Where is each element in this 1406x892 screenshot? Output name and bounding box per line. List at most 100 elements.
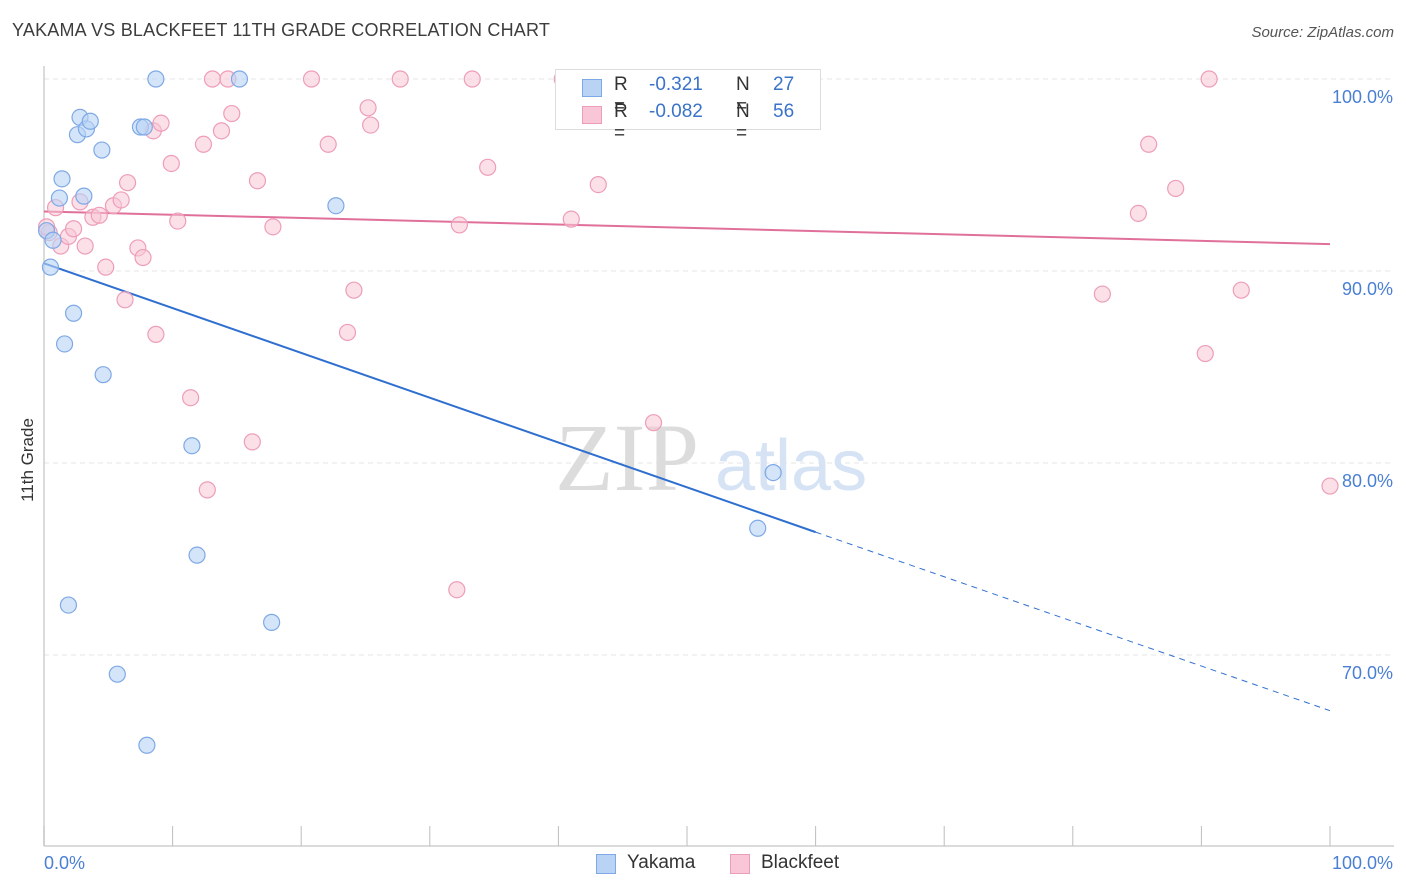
yakama-point	[50, 189, 69, 207]
yakama-point	[81, 112, 99, 130]
blackfeet-point	[134, 248, 152, 267]
n-value: 27	[773, 74, 795, 95]
blackfeet-point	[1196, 344, 1214, 363]
stats-box: R = -0.321 N = 27 R = -0.082 N = 56	[555, 69, 821, 144]
blackfeet-point	[264, 218, 282, 236]
yakama-trend-extension	[815, 531, 1331, 712]
blackfeet-point	[391, 70, 409, 88]
legend-label: Yakama	[627, 852, 696, 873]
yakama-legend-swatch	[596, 854, 616, 874]
blackfeet-point	[152, 114, 170, 132]
blackfeet-point	[182, 389, 200, 407]
yakama-point	[183, 437, 201, 455]
n-label: N =	[736, 101, 750, 144]
blackfeet-point	[1200, 70, 1218, 88]
blackfeet-point	[463, 70, 481, 88]
yakama-point	[764, 464, 782, 482]
yakama-point	[147, 70, 165, 88]
yakama-point	[53, 170, 71, 188]
blackfeet-point	[1232, 281, 1250, 299]
blackfeet-point	[479, 158, 497, 176]
blackfeet-point	[1167, 179, 1185, 198]
blackfeet-point	[97, 258, 115, 276]
blackfeet-point	[203, 70, 222, 88]
yakama-point	[94, 366, 112, 384]
blackfeet-point	[359, 99, 377, 117]
yakama-point	[749, 519, 767, 537]
blackfeet-point	[162, 154, 180, 173]
r-value: -0.082	[649, 101, 703, 122]
blackfeet-point	[194, 135, 213, 153]
blackfeet-point	[302, 70, 321, 88]
blackfeet-point	[169, 212, 187, 230]
yakama-point	[75, 187, 93, 205]
yakama-point	[44, 231, 62, 249]
blackfeet-point	[64, 220, 83, 238]
r-value: -0.321	[649, 74, 703, 95]
yakama-point	[263, 613, 281, 631]
blackfeet-point	[223, 104, 241, 123]
watermark-zip: ZIP	[555, 404, 699, 511]
y-axis-label: 11th Grade	[18, 418, 37, 502]
blackfeet-point	[212, 122, 231, 140]
blackfeet-point	[116, 291, 134, 309]
x-tick-label: 100.0%	[1332, 853, 1393, 873]
blackfeet-point	[319, 135, 337, 153]
n-value: 56	[773, 101, 795, 122]
watermark-atlas: atlas	[715, 426, 867, 506]
legend-label: Blackfeet	[761, 852, 840, 873]
blackfeet-legend-swatch	[730, 854, 750, 874]
blackfeet-point	[76, 237, 94, 255]
x-tick-label: 0.0%	[44, 853, 85, 873]
blackfeet-point	[1321, 477, 1339, 495]
yakama-point	[41, 258, 60, 276]
blackfeet-swatch	[582, 106, 602, 124]
source-label: Source: ZipAtlas.com	[1251, 24, 1394, 41]
grid-layer	[44, 78, 1394, 656]
blackfeet-point	[448, 581, 466, 599]
blackfeet-point	[562, 210, 580, 228]
y-tick-label: 90.0%	[1342, 279, 1393, 299]
yakama-point	[93, 141, 111, 159]
yakama-point	[230, 70, 249, 88]
yakama-point	[135, 118, 153, 136]
blackfeet-point	[450, 216, 468, 234]
yakama-point	[138, 736, 156, 754]
blackfeet-point	[1129, 204, 1147, 222]
blackfeet-point	[1140, 135, 1158, 153]
tick-label-layer: 70.0% 80.0% 90.0% 100.0% 0.0% 100.0%	[44, 87, 1393, 873]
points-layer	[37, 70, 1339, 754]
blackfeet-point	[362, 116, 380, 134]
watermark: ZIP atlas	[555, 404, 867, 511]
blackfeet-point	[90, 206, 108, 224]
blackfeet-point	[198, 481, 216, 499]
blackfeet-point	[118, 174, 137, 192]
yakama-swatch	[582, 79, 602, 97]
blackfeet-point	[112, 191, 130, 209]
blackfeet-point	[338, 323, 357, 342]
blackfeet-trend-line	[43, 210, 1331, 246]
y-tick-label: 100.0%	[1332, 87, 1393, 107]
yakama-point	[188, 546, 206, 564]
chart-title: YAKAMA VS BLACKFEET 11TH GRADE CORRELATI…	[12, 20, 551, 40]
yakama-point	[64, 304, 83, 322]
y-tick-label: 80.0%	[1342, 471, 1393, 491]
blackfeet-point	[589, 176, 607, 194]
axis-layer	[43, 66, 1394, 847]
yakama-point	[327, 197, 345, 215]
blackfeet-point	[248, 172, 267, 190]
blackfeet-point	[243, 433, 261, 451]
blackfeet-point	[345, 281, 363, 299]
trend-layer	[43, 210, 1331, 712]
n-label: N =	[736, 74, 750, 117]
y-tick-label: 70.0%	[1342, 663, 1393, 683]
r-label: R =	[614, 74, 628, 117]
blackfeet-point	[1093, 285, 1111, 303]
blackfeet-point	[644, 414, 663, 432]
yakama-point	[59, 596, 78, 614]
yakama-trend-line	[43, 262, 816, 534]
legend: Yakama Blackfeet	[0, 852, 1406, 878]
blackfeet-point	[147, 325, 165, 343]
yakama-point	[55, 335, 74, 353]
